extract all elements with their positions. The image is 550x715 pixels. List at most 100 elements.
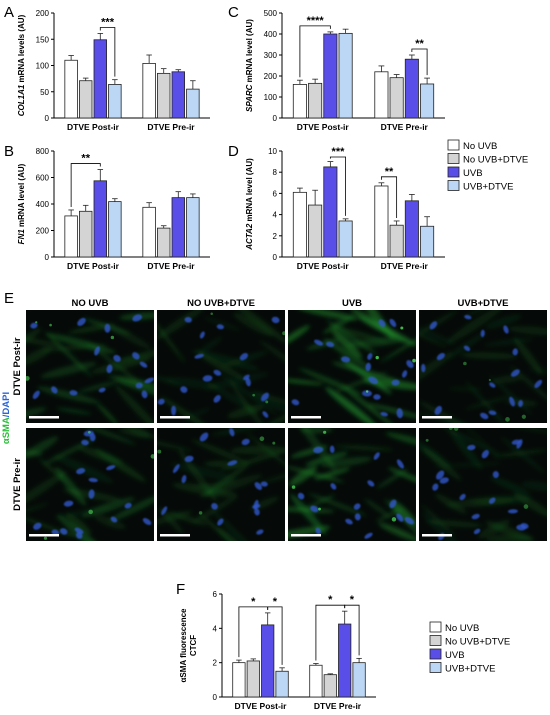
nucleus xyxy=(180,386,188,393)
x-category-label: DTVE Post-ir xyxy=(67,122,120,132)
nucleus xyxy=(132,314,143,322)
bar xyxy=(420,225,435,258)
nucleus xyxy=(254,482,263,490)
y-tick-label: 300 xyxy=(264,51,278,60)
significance-bracket xyxy=(99,27,116,77)
actin-fibers xyxy=(26,312,154,423)
y-tick-label: 0 xyxy=(213,693,218,702)
y-tick-label: 100 xyxy=(36,62,50,71)
actin-fiber xyxy=(305,451,349,466)
actin-fiber xyxy=(117,428,154,439)
actin-fiber xyxy=(446,497,515,508)
nucleus xyxy=(518,399,523,407)
y-axis-label-gene: COL1A1 xyxy=(17,84,26,116)
nucleus xyxy=(341,356,351,363)
actin-fibers xyxy=(157,310,285,423)
nucleus xyxy=(310,505,319,513)
bar xyxy=(93,39,107,119)
nucleus xyxy=(181,474,187,484)
legend-swatch xyxy=(447,153,460,164)
actin-fiber xyxy=(507,326,547,335)
actin-fiber xyxy=(288,466,345,483)
nucleus xyxy=(325,341,335,348)
x-category-label: DTVE Post-ir xyxy=(297,122,350,132)
actin-fiber xyxy=(108,492,154,522)
nucleus xyxy=(88,489,95,499)
nucleus xyxy=(436,352,445,361)
nucleus xyxy=(213,369,222,376)
micrograph-row-label: DTVE Pre-ir xyxy=(12,458,23,511)
nucleus xyxy=(402,370,408,378)
actin-fiber xyxy=(440,428,501,456)
bar xyxy=(108,84,122,119)
actin-fiber xyxy=(119,312,154,321)
nucleus xyxy=(507,509,518,514)
significance-bracket xyxy=(299,25,331,78)
actin-fiber xyxy=(303,494,336,510)
bar xyxy=(338,623,352,698)
nucleus xyxy=(489,382,496,388)
nucleus xyxy=(239,353,249,361)
y-tick-label: 10 xyxy=(268,147,277,156)
nucleus xyxy=(199,432,209,442)
green-speck xyxy=(26,375,30,381)
actin-fiber xyxy=(448,387,483,391)
actin-fiber xyxy=(159,396,215,423)
y-axis-label: COL1A1 mRNA levels (AU) xyxy=(17,14,26,116)
micrograph xyxy=(419,428,547,541)
nucleus xyxy=(69,390,78,396)
bar xyxy=(389,224,404,258)
actin-fiber xyxy=(521,481,547,491)
bar xyxy=(292,84,307,119)
microscopy-panel: NO UVB NO UVB+DTVE UVB UVB+DTVE DTVE Post-ir… xyxy=(1,298,547,541)
green-speck xyxy=(272,441,276,445)
nucleus xyxy=(330,483,337,490)
nucleus xyxy=(492,471,499,479)
panel-letter-f: F xyxy=(176,581,185,598)
y-tick-label: 200 xyxy=(36,227,50,236)
nucleus xyxy=(171,405,177,416)
actin-fiber xyxy=(96,402,119,423)
nucleus xyxy=(243,374,250,381)
nucleus xyxy=(367,480,375,487)
actin-fiber xyxy=(259,409,285,423)
nucleus xyxy=(291,399,300,406)
micrograph xyxy=(26,310,154,423)
green-speck xyxy=(88,509,93,515)
bar xyxy=(308,204,323,258)
chart-panel-d: 0 2 4 6 8 10 ACTA2 mRNA level (AU) DTVE Post-ir… xyxy=(245,146,445,271)
actin-fiber xyxy=(26,502,49,519)
y-axis-label-line: αSMA fluorescence xyxy=(179,608,188,683)
panel-letter-b: B xyxy=(4,143,14,160)
y-tick-label: 0 xyxy=(45,114,50,123)
nucleus xyxy=(83,430,94,437)
bar xyxy=(142,63,156,119)
actin-fiber xyxy=(26,328,42,348)
nucleus xyxy=(217,518,224,526)
chart-panel-a: 0 50 100 150 200 COL1A1 mRNA levels (AU) DTVE … xyxy=(17,9,210,132)
legend-label: No UVB+DTVE xyxy=(463,155,528,166)
bar xyxy=(275,670,289,698)
micrograph xyxy=(26,428,154,541)
significance-stars: ** xyxy=(81,153,90,165)
nucleus xyxy=(512,348,518,356)
legend-swatch xyxy=(429,648,442,660)
green-speck xyxy=(291,485,296,489)
actin-fiber xyxy=(78,380,119,393)
nucleus xyxy=(391,379,400,386)
actin-fiber xyxy=(85,340,142,385)
micrograph-row-label: DTVE Post-ir xyxy=(12,337,23,395)
chart-panel-b: 0 200 400 600 800 FN1 mRNA level (AU) DTVE Pos… xyxy=(17,147,210,271)
bar xyxy=(261,624,275,698)
y-tick-label: 6 xyxy=(273,189,278,198)
actin-fiber xyxy=(378,522,416,541)
legend-swatch xyxy=(429,662,442,673)
actin-fiber xyxy=(465,380,514,423)
green-speck xyxy=(488,378,491,382)
actin-fiber xyxy=(341,385,396,423)
actin-fiber xyxy=(364,498,391,518)
green-speck xyxy=(198,511,203,515)
legend-label: UVB xyxy=(445,650,465,661)
